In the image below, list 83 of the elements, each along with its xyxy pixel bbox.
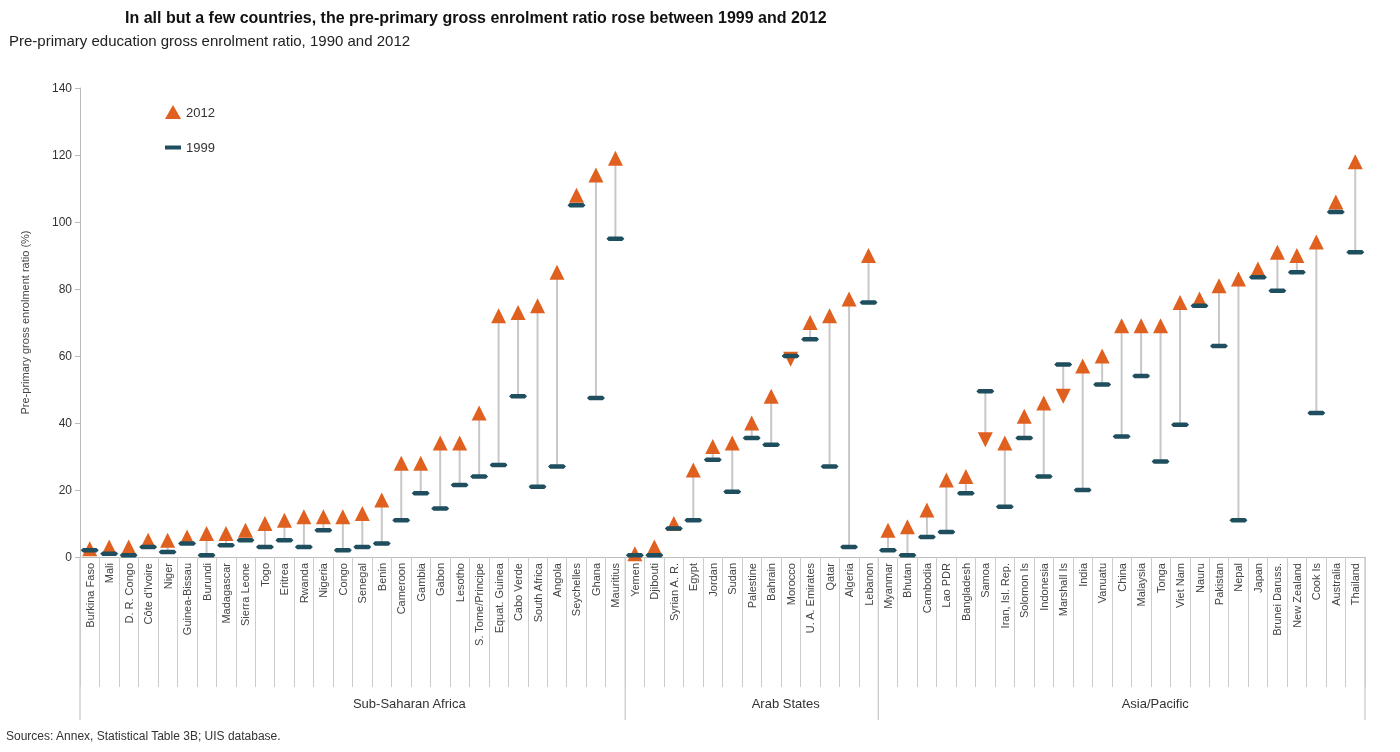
y-tick-label: 100	[51, 215, 73, 229]
text: Sub-Saharan Africa	[352, 696, 467, 711]
x-tick-label: Bahrain	[765, 563, 778, 601]
x-tick-label: China	[1115, 562, 1128, 592]
x-tick-label: Nauru	[1193, 563, 1206, 593]
x-tick-label: S. Tome/Principe	[473, 563, 486, 646]
x-tick-label: Yemen	[628, 563, 641, 597]
x-tick-label: Rwanda	[297, 562, 310, 604]
x-tick-label: Qatar	[823, 562, 836, 591]
x-tick-label: Myanmar	[881, 562, 894, 609]
x-tick-label: New Zealand	[1290, 563, 1303, 628]
x-tick-label: Palestine	[745, 563, 758, 609]
x-tick-label: Guinea-Bissau	[181, 563, 194, 636]
x-tick-label: India	[1076, 562, 1089, 587]
x-tick-label: Thailand	[1349, 563, 1362, 606]
x-tick-label: Vanuatu	[1096, 563, 1109, 604]
x-tick-label: Brunei Daruss.	[1271, 563, 1284, 636]
x-tick-label: Lesotho	[453, 563, 466, 603]
x-tick-label: Indonesia	[1037, 562, 1050, 611]
source-note: Sources: Annex, Statistical Table 3B; UIS database.	[6, 729, 281, 743]
x-tick-label: Eritrea	[278, 562, 291, 596]
x-tick-label: Sierra Leone	[239, 563, 252, 626]
x-tick-label: Burundi	[200, 563, 213, 601]
y-tick-label: 140	[51, 81, 73, 95]
x-tick-label: Bangladesh	[959, 563, 972, 622]
x-tick-label: Cambodia	[920, 562, 933, 614]
y-axis-title: Pre-primary gross enrolment ratio (%)	[18, 230, 31, 415]
x-tick-label: Seychelles	[570, 562, 583, 617]
x-tick-label: Solomon Is	[1018, 562, 1031, 619]
x-tick-label: Congo	[336, 563, 349, 596]
x-tick-label: Cameroon	[395, 563, 408, 615]
x-tick-label: Benin	[375, 563, 388, 592]
x-tick-label: Côte d'Ivoire	[142, 563, 155, 625]
x-tick-label: Tonga	[1154, 562, 1167, 593]
x-tick-label: Jordan	[706, 563, 719, 597]
x-tick-label: D. R. Congo	[122, 563, 135, 624]
y-tick-label: 120	[51, 148, 73, 162]
x-tick-label: Cook Is	[1310, 562, 1323, 601]
x-tick-label: Lebanon	[862, 563, 875, 606]
x-tick-label: Nigeria	[317, 562, 330, 598]
legend-label: 1999	[186, 140, 215, 155]
x-tick-label: Iran, Isl. Rep.	[998, 563, 1011, 629]
x-tick-label: Malaysia	[1135, 562, 1148, 607]
x-tick-label: Egypt	[687, 563, 700, 592]
y-tick-label: 40	[58, 416, 73, 430]
x-tick-label: Marshall Is	[1057, 562, 1070, 617]
x-tick-label: Madagascar	[220, 562, 233, 624]
x-tick-label: Angola	[551, 562, 564, 598]
x-tick-label: Djibouti	[648, 563, 661, 600]
x-tick-label: Togo	[258, 563, 271, 587]
x-tick-label: Mauritius	[609, 562, 622, 608]
x-tick-label: Gabon	[434, 563, 447, 597]
x-tick-label: Equat. Guinea	[492, 562, 505, 634]
x-tick-label: Burkina Faso	[83, 563, 96, 628]
x-tick-label: Nepal	[1232, 563, 1245, 592]
x-tick-label: Niger	[161, 562, 174, 590]
x-tick-label: Sudan	[726, 563, 739, 595]
x-tick-label: Cabo Verde	[512, 563, 525, 622]
x-tick-label: Syrian A. R.	[667, 563, 680, 622]
y-tick-label: 0	[65, 550, 73, 564]
x-tick-label: Morocco	[784, 563, 797, 606]
y-tick-label: 20	[58, 483, 73, 497]
x-tick-label: U. A. Emirates	[804, 562, 817, 634]
x-tick-label: Senegal	[356, 563, 369, 604]
x-tick-label: Algeria	[843, 562, 856, 598]
legend-label: 2012	[186, 104, 215, 120]
chart-title: In all but a few countries, the pre-primary gross enrolment ratio rose between 1999 and 2012	[125, 8, 827, 26]
x-tick-label: South Africa	[531, 562, 544, 623]
x-tick-label: Viet Nam	[1174, 563, 1187, 609]
text: Arab States	[751, 696, 821, 711]
x-tick-label: Pakistan	[1212, 563, 1225, 606]
x-tick-label: Samoa	[979, 562, 992, 598]
chart-subtitle: Pre-primary education gross enrolment ratio, 1990 and 2012	[9, 32, 411, 49]
x-tick-label: Gambia	[414, 562, 427, 602]
y-tick-label: 80	[58, 282, 73, 296]
x-tick-label: Australia	[1329, 562, 1342, 606]
text: Asia/Pacific	[1121, 696, 1190, 711]
x-tick-label: Ghana	[589, 562, 602, 597]
x-tick-label: Japan	[1251, 563, 1264, 593]
y-tick-label: 60	[58, 349, 73, 363]
x-tick-label: Bhutan	[901, 563, 914, 598]
x-tick-label: Lao PDR	[940, 562, 953, 608]
x-tick-label: Mali	[103, 563, 116, 584]
